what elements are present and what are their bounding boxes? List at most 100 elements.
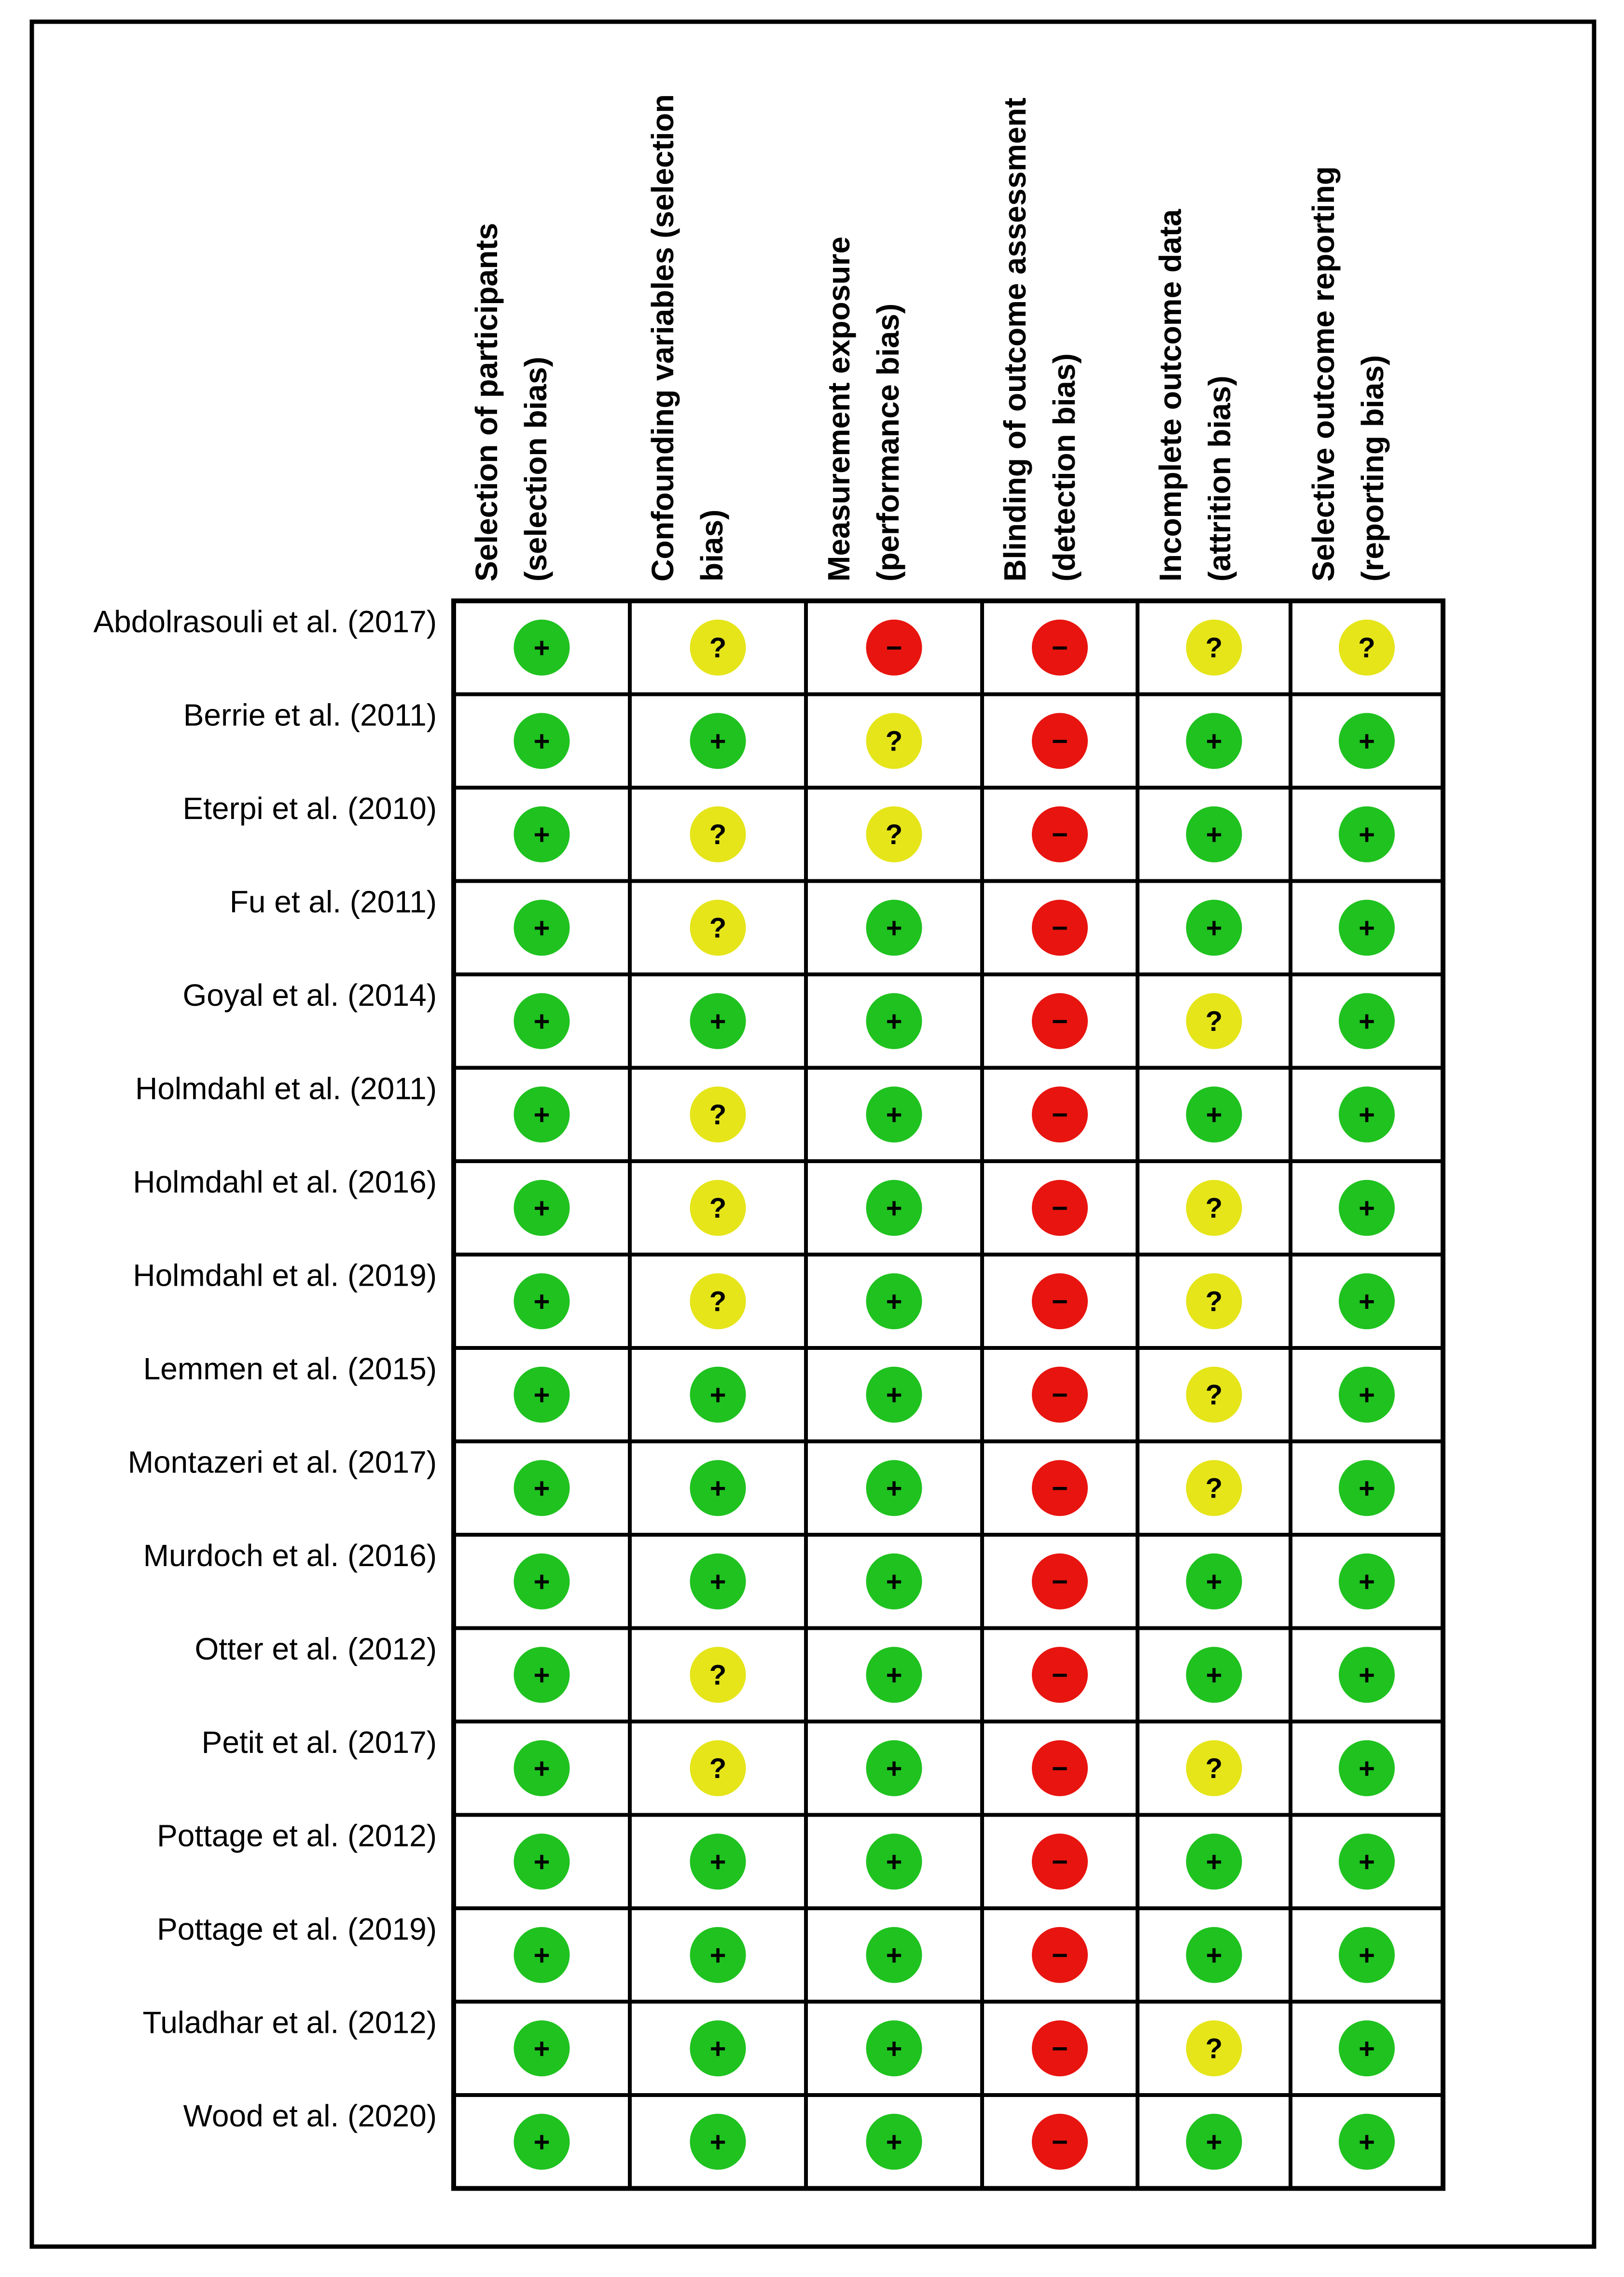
rating-unclear-dot bbox=[690, 900, 746, 956]
rating-low-dot bbox=[1339, 1927, 1395, 1983]
rating-low-symbol: + bbox=[534, 2033, 550, 2064]
rating-unclear-symbol: ? bbox=[709, 1286, 726, 1317]
rating-low-symbol: + bbox=[710, 2033, 726, 2064]
study-label: Eterpi et al. (2010) bbox=[183, 791, 437, 826]
rating-high-marker: − bbox=[1032, 1927, 1088, 1983]
rating-low-symbol: + bbox=[1206, 1099, 1222, 1130]
rating-high-dot bbox=[1032, 1460, 1088, 1516]
rating-low-dot bbox=[866, 1553, 922, 1610]
rating-low-symbol: + bbox=[886, 1193, 902, 1224]
rating-high-marker: − bbox=[866, 619, 922, 676]
rating-high-marker: − bbox=[1032, 1086, 1088, 1143]
study-label: Fu et al. (2011) bbox=[230, 885, 437, 919]
rating-low-symbol: + bbox=[886, 1099, 902, 1130]
rating-low-dot bbox=[1186, 1927, 1242, 1983]
rating-unclear-marker: ? bbox=[866, 713, 922, 769]
rating-low-symbol: + bbox=[1359, 1940, 1375, 1971]
column-label-5-line-1: Incomplete outcome data bbox=[1153, 209, 1188, 582]
rating-low-symbol: + bbox=[1359, 725, 1375, 757]
rating-low-dot bbox=[514, 1460, 570, 1516]
column-label-3-line-1: Measurement exposure bbox=[821, 236, 856, 582]
rating-low-dot bbox=[1186, 1647, 1242, 1703]
rating-unclear-dot bbox=[690, 1647, 746, 1703]
rating-unclear-marker: ? bbox=[1186, 2020, 1242, 2077]
rating-high-marker: − bbox=[1032, 1833, 1088, 1890]
rating-low-dot bbox=[690, 1833, 746, 1890]
rating-low-symbol: + bbox=[1206, 1659, 1222, 1691]
rating-low-dot bbox=[514, 1927, 570, 1983]
rating-low-symbol: + bbox=[534, 2126, 550, 2158]
rating-unclear-dot bbox=[690, 1086, 746, 1143]
rating-low-marker: + bbox=[514, 1180, 570, 1236]
rating-low-dot bbox=[690, 2113, 746, 2170]
rating-low-marker: + bbox=[514, 1366, 570, 1423]
study-label: Pottage et al. (2012) bbox=[157, 1819, 437, 1853]
rating-low-marker: + bbox=[866, 1273, 922, 1330]
rating-low-dot bbox=[514, 806, 570, 862]
rating-unclear-dot bbox=[690, 1273, 746, 1330]
rating-low-dot bbox=[514, 1086, 570, 1143]
column-labels: Selection of participants (selection bias… bbox=[469, 94, 1390, 582]
rating-low-marker: + bbox=[1186, 713, 1242, 769]
rating-low-marker: + bbox=[866, 1553, 922, 1610]
rating-low-marker: + bbox=[866, 1647, 922, 1703]
rating-high-marker: − bbox=[1032, 1180, 1088, 1236]
rating-low-marker: + bbox=[1339, 1086, 1395, 1143]
rating-low-marker: + bbox=[514, 1553, 570, 1610]
rating-high-dot bbox=[1032, 2020, 1088, 2077]
rating-low-dot bbox=[866, 1366, 922, 1423]
rating-low-dot bbox=[1339, 1273, 1395, 1330]
rating-low-marker: + bbox=[690, 2113, 746, 2170]
rating-low-dot bbox=[1186, 713, 1242, 769]
rating-low-marker: + bbox=[514, 1460, 570, 1516]
rating-low-dot bbox=[514, 1833, 570, 1890]
rating-high-dot bbox=[1032, 1833, 1088, 1890]
rating-low-symbol: + bbox=[1359, 1659, 1375, 1691]
rating-low-marker: + bbox=[514, 806, 570, 862]
rating-high-marker: − bbox=[1032, 1647, 1088, 1703]
rating-low-marker: + bbox=[866, 1180, 922, 1236]
rating-unclear-marker: ? bbox=[690, 1180, 746, 1236]
rating-high-dot bbox=[1032, 993, 1088, 1049]
rating-low-marker: + bbox=[1339, 900, 1395, 956]
rating-low-marker: + bbox=[690, 1927, 746, 1983]
rating-unclear-dot bbox=[1186, 1180, 1242, 1236]
rating-high-marker: − bbox=[1032, 1553, 1088, 1610]
rating-low-marker: + bbox=[690, 1366, 746, 1423]
rating-low-dot bbox=[690, 713, 746, 769]
rating-low-symbol: + bbox=[710, 2126, 726, 2158]
rating-low-symbol: + bbox=[534, 1193, 550, 1224]
rating-low-symbol: + bbox=[1359, 1379, 1375, 1411]
rating-low-dot bbox=[514, 1740, 570, 1796]
rating-high-dot bbox=[1032, 619, 1088, 676]
rating-low-symbol: + bbox=[534, 1286, 550, 1317]
rating-unclear-symbol: ? bbox=[709, 1659, 726, 1691]
rating-unclear-symbol: ? bbox=[1206, 1006, 1222, 1037]
rating-high-symbol: − bbox=[1052, 1940, 1068, 1971]
column-label-6-line-2: (reporting bias) bbox=[1355, 355, 1390, 582]
rating-low-dot bbox=[514, 619, 570, 676]
rating-low-symbol: + bbox=[1206, 2126, 1222, 2158]
rating-low-dot bbox=[1339, 1366, 1395, 1423]
rating-unclear-marker: ? bbox=[1186, 1740, 1242, 1796]
rating-high-symbol: − bbox=[1052, 2033, 1068, 2064]
rating-high-dot bbox=[1032, 806, 1088, 862]
rating-low-marker: + bbox=[1186, 806, 1242, 862]
rating-low-symbol: + bbox=[710, 1006, 726, 1037]
rating-low-symbol: + bbox=[1206, 819, 1222, 850]
rating-unclear-symbol: ? bbox=[709, 1099, 726, 1130]
rating-unclear-marker: ? bbox=[1186, 1180, 1242, 1236]
rating-unclear-symbol: ? bbox=[886, 819, 902, 850]
rating-low-dot bbox=[514, 1180, 570, 1236]
rating-low-symbol: + bbox=[886, 1753, 902, 1784]
rating-low-marker: + bbox=[514, 2113, 570, 2170]
rating-low-symbol: + bbox=[886, 1846, 902, 1877]
rating-unclear-marker: ? bbox=[690, 1273, 746, 1330]
rating-low-dot bbox=[514, 1647, 570, 1703]
rating-low-marker: + bbox=[866, 1366, 922, 1423]
rating-low-marker: + bbox=[866, 900, 922, 956]
rating-low-symbol: + bbox=[534, 1006, 550, 1037]
rating-low-marker: + bbox=[690, 1460, 746, 1516]
rating-low-dot bbox=[514, 2113, 570, 2170]
